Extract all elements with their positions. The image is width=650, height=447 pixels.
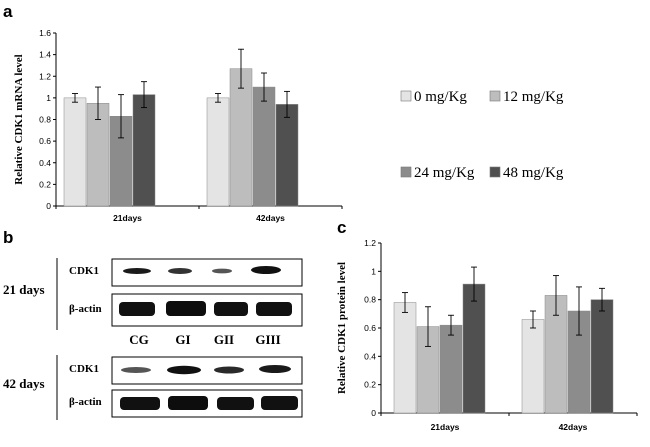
blot-band-cdk1-21-giii	[251, 266, 281, 274]
blot-band-cdk1-21-cg	[123, 268, 151, 274]
blot-row-label-cdk1-42days: CDK1	[69, 363, 99, 375]
x-category-label: 42days	[559, 422, 588, 432]
bar-21days-2	[439, 324, 463, 414]
y-tick-label: 1.2	[364, 238, 376, 248]
lane-label-gi: GI	[175, 332, 190, 347]
legend-label-48mg: 48 mg/Kg	[503, 165, 564, 181]
legend-swatch-48mg	[489, 166, 501, 178]
y-tick-label: 0.2	[364, 380, 376, 390]
bar-21days-0	[63, 97, 87, 207]
y-axis-label: Relative CDK1 mRNA level	[13, 54, 25, 184]
y-tick-label: 0.2	[39, 179, 51, 189]
bar-42days-0	[206, 97, 230, 207]
blot-band-actin-21-giii	[256, 302, 292, 316]
blot-row-label-actin-21days: β-actin	[69, 303, 102, 315]
blot-band-actin-21-cg	[119, 302, 155, 316]
legend-swatch-12mg	[489, 90, 501, 102]
y-axis-label: Relative CDK1 protein level	[336, 262, 348, 394]
y-tick-label: 0.4	[39, 158, 51, 168]
x-category-label: 42days	[256, 213, 285, 223]
legend: 0 mg/Kg 12 mg/Kg 24 mg/Kg 48 mg/Kg	[400, 89, 564, 181]
lane-label-cg: CG	[129, 332, 149, 347]
legend-swatch-0mg	[400, 90, 412, 102]
y-tick-label: 1.2	[39, 71, 51, 81]
y-tick-label: 0	[46, 201, 51, 211]
blot-row-label-cdk1-21days: CDK1	[69, 265, 99, 277]
legend-label-0mg: 0 mg/Kg	[414, 89, 467, 105]
blot-band-actin-21-gii	[214, 302, 248, 316]
y-tick-label: 0.6	[364, 323, 376, 333]
lane-label-gii: GII	[214, 332, 234, 347]
legend-swatch-24mg	[400, 166, 412, 178]
chart-a: 0 0.2 0.4 0.6 0.8 1 1.2 1.4 1.6 Relative CDK1 mRN…	[13, 28, 343, 223]
y-tick-label: 0.8	[364, 295, 376, 305]
bar-21days-0	[393, 302, 417, 414]
blot-band-actin-42-gi	[168, 396, 208, 410]
chart-c: 0 0.2 0.4 0.6 0.8 1 1.2 Relative CDK1 protein l…	[336, 238, 638, 432]
bar-21days-3	[462, 283, 486, 414]
blot-band-cdk1-21-gi	[168, 268, 192, 274]
y-tick-label: 0	[371, 408, 376, 418]
y-tick-label: 1.4	[39, 50, 51, 60]
legend-label-12mg: 12 mg/Kg	[503, 89, 564, 105]
y-tick-label: 1.6	[39, 28, 51, 38]
x-category-label: 21days	[113, 213, 142, 223]
blot-group-label-21days: 21 days	[3, 282, 45, 297]
panel-letter-c: c	[337, 218, 346, 237]
western-blot: 21 days CDK1 β-actin CG GI GII GIII 42 d…	[3, 258, 303, 420]
legend-label-24mg: 24 mg/Kg	[414, 165, 475, 181]
lane-label-giii: GIII	[255, 332, 280, 347]
panel-letter-a: a	[3, 2, 13, 21]
blot-band-actin-42-cg	[120, 397, 160, 410]
bar-42days-3	[275, 104, 299, 207]
bar-42days-2	[252, 86, 276, 207]
blot-group-label-42days: 42 days	[3, 376, 45, 391]
bar-21days-3	[132, 94, 156, 207]
blot-band-cdk1-42-gi	[167, 365, 201, 375]
x-category-label: 21days	[431, 422, 460, 432]
y-tick-label: 0.4	[364, 351, 376, 361]
panel-letter-b: b	[3, 228, 13, 247]
y-tick-label: 1	[371, 266, 376, 276]
bar-42days-1	[229, 68, 253, 207]
blot-band-cdk1-42-giii	[259, 365, 291, 373]
blot-band-actin-42-giii	[261, 396, 298, 410]
blot-band-cdk1-42-gii	[214, 366, 244, 374]
y-tick-label: 1	[46, 93, 51, 103]
blot-band-cdk1-42-cg	[121, 367, 151, 373]
bar-42days-3	[590, 299, 614, 414]
blot-band-actin-21-gi	[166, 301, 206, 316]
bar-42days-0	[521, 319, 545, 414]
blot-band-cdk1-21-gii	[212, 268, 232, 274]
y-tick-label: 0.8	[39, 115, 51, 125]
blot-band-actin-42-gii	[217, 397, 254, 410]
blot-row-label-actin-42days: β-actin	[69, 396, 102, 408]
y-tick-label: 0.6	[39, 136, 51, 146]
